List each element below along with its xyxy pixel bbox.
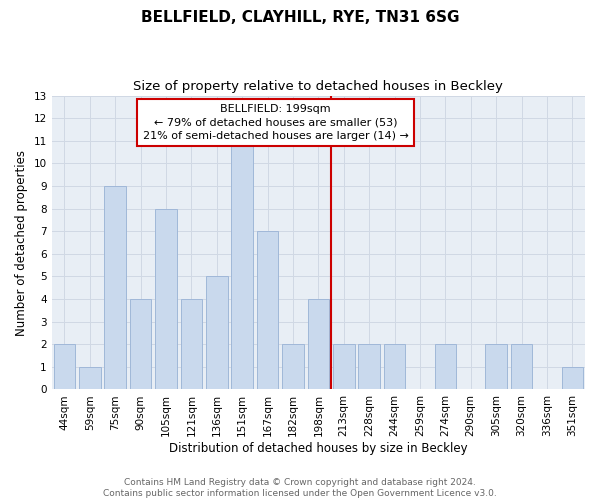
Bar [485, 344, 507, 390]
Bar [232, 141, 253, 390]
Bar [79, 367, 101, 390]
Bar [155, 208, 177, 390]
Bar [282, 344, 304, 390]
Text: BELLFIELD, CLAYHILL, RYE, TN31 6SG: BELLFIELD, CLAYHILL, RYE, TN31 6SG [141, 10, 459, 25]
Bar [130, 299, 151, 390]
Bar [104, 186, 126, 390]
Text: BELLFIELD: 199sqm
← 79% of detached houses are smaller (53)
21% of semi-detached: BELLFIELD: 199sqm ← 79% of detached hous… [143, 104, 409, 141]
Bar [53, 344, 75, 390]
Bar [181, 299, 202, 390]
Title: Size of property relative to detached houses in Beckley: Size of property relative to detached ho… [133, 80, 503, 93]
Y-axis label: Number of detached properties: Number of detached properties [15, 150, 28, 336]
Bar [562, 367, 583, 390]
Bar [384, 344, 406, 390]
Bar [257, 231, 278, 390]
Bar [206, 276, 227, 390]
Text: Contains HM Land Registry data © Crown copyright and database right 2024.
Contai: Contains HM Land Registry data © Crown c… [103, 478, 497, 498]
Bar [358, 344, 380, 390]
Bar [308, 299, 329, 390]
Bar [333, 344, 355, 390]
X-axis label: Distribution of detached houses by size in Beckley: Distribution of detached houses by size … [169, 442, 467, 455]
Bar [511, 344, 532, 390]
Bar [434, 344, 456, 390]
